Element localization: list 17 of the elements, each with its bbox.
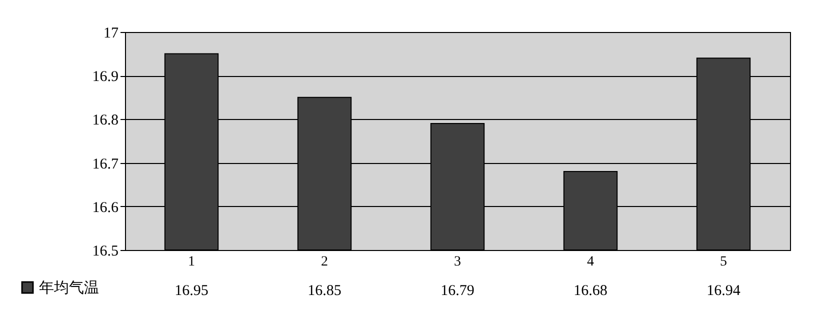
data-label: 16.95 [174, 283, 208, 299]
x-tick-label: 5 [720, 254, 727, 270]
data-label: 16.68 [574, 283, 608, 299]
y-tick-label: 16.7 [92, 156, 119, 172]
x-tick-label: 4 [587, 254, 594, 270]
x-tick-label: 2 [321, 254, 328, 270]
data-label: 16.79 [440, 283, 474, 299]
x-tick-label: 1 [188, 254, 195, 270]
y-tick-label: 16.5 [92, 244, 118, 260]
y-tick-label: 16.6 [92, 200, 119, 216]
y-tick-label: 17 [104, 26, 119, 42]
y-tick-label: 16.8 [92, 112, 118, 129]
x-tick-label: 3 [454, 254, 461, 270]
y-tick-label: 16.9 [92, 69, 118, 86]
data-label: 16.94 [706, 283, 741, 299]
legend-label: 年均气温 [39, 280, 99, 296]
data-label: 16.85 [308, 283, 342, 299]
